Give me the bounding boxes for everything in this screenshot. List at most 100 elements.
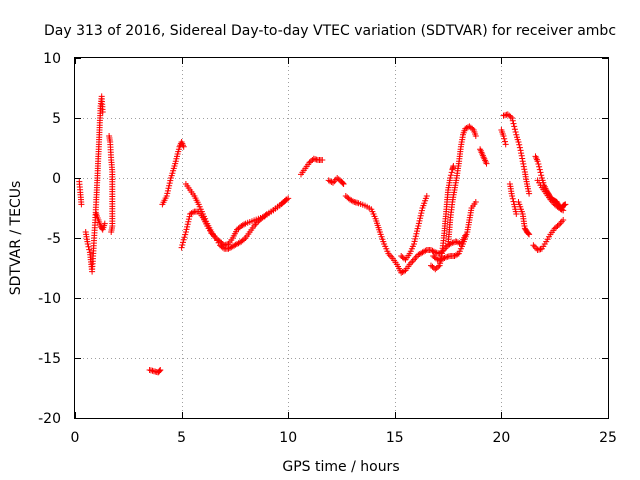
data-point — [448, 169, 455, 176]
data-point — [78, 201, 85, 208]
data-point — [511, 126, 518, 133]
data-point — [509, 115, 516, 121]
data-point — [157, 367, 164, 373]
data-point — [560, 217, 567, 223]
data-point — [167, 177, 174, 184]
data-point — [447, 175, 454, 181]
data-point — [85, 243, 92, 250]
y-tick-label: -10 — [38, 291, 61, 307]
data-segment — [182, 181, 290, 252]
data-point — [412, 235, 419, 242]
data-segment — [82, 93, 106, 275]
y-axis-label: SDTVAR / TECUs — [8, 181, 24, 296]
data-point — [411, 241, 417, 247]
data-point — [179, 242, 186, 248]
data-point — [509, 195, 516, 202]
data-point — [512, 129, 519, 135]
data-point — [283, 196, 290, 203]
data-point — [502, 138, 508, 145]
data-point — [511, 123, 518, 130]
data-point — [156, 367, 163, 374]
data-segment — [178, 195, 292, 251]
data-point — [181, 234, 188, 241]
data-point — [526, 190, 533, 197]
data-point — [501, 135, 508, 142]
plot-frame — [74, 57, 609, 419]
data-point — [180, 236, 187, 243]
data-point — [423, 193, 430, 199]
data-point — [185, 218, 192, 225]
data-point — [516, 141, 523, 148]
grid-lines — [75, 58, 608, 418]
x-tick-label: 5 — [177, 430, 186, 446]
data-segment — [498, 127, 509, 148]
data-point — [534, 158, 541, 165]
data-point — [469, 125, 476, 132]
y-tick-label: 10 — [43, 51, 61, 67]
data-point — [472, 199, 479, 205]
data-point — [262, 212, 269, 219]
data-segment — [430, 199, 479, 263]
data-point — [99, 109, 106, 115]
data-point — [536, 166, 543, 173]
data-point — [164, 187, 171, 194]
data-point — [178, 244, 185, 251]
data-point — [430, 248, 437, 255]
data-point — [509, 193, 516, 199]
data-point — [515, 139, 522, 145]
data-point — [500, 133, 507, 139]
data-segment — [506, 181, 520, 217]
data-point — [509, 117, 516, 124]
data-segment — [146, 367, 164, 376]
data-point — [518, 150, 525, 157]
data-segment — [477, 146, 490, 167]
y-tick-label: -5 — [47, 231, 61, 247]
y-tick-label: -20 — [38, 411, 61, 427]
data-point — [328, 179, 335, 185]
data-point — [163, 193, 170, 199]
data-point — [84, 241, 91, 247]
data-point — [184, 223, 191, 230]
y-tick-label: -15 — [38, 351, 61, 367]
data-segment — [298, 155, 326, 178]
x-tick-label: 10 — [279, 430, 297, 446]
data-point — [319, 157, 326, 163]
data-point — [340, 181, 347, 187]
data-point — [349, 198, 356, 205]
data-point — [180, 143, 187, 150]
data-point — [537, 169, 544, 176]
data-point — [560, 207, 567, 214]
data-segment — [93, 211, 108, 233]
data-segment — [325, 175, 347, 187]
data-segment — [398, 193, 430, 263]
data-point — [186, 213, 193, 220]
data-point — [516, 144, 523, 151]
x-tick-label: 25 — [599, 430, 617, 446]
data-point — [538, 172, 545, 179]
y-tick-label: 5 — [52, 111, 61, 127]
data-point — [108, 229, 115, 235]
x-axis-label: GPS time / hours — [282, 459, 399, 475]
data-point — [418, 207, 425, 214]
data-point — [510, 120, 517, 127]
data-series — [76, 93, 569, 376]
data-point — [525, 230, 532, 237]
data-point — [433, 255, 439, 262]
data-point — [417, 212, 424, 219]
data-point — [519, 158, 526, 165]
x-tick-label: 0 — [71, 430, 80, 446]
data-point — [483, 160, 490, 167]
data-point — [412, 233, 419, 240]
data-point — [447, 172, 454, 179]
data-point — [472, 133, 479, 139]
data-point — [339, 180, 346, 187]
data-point — [182, 231, 189, 238]
data-segment — [159, 139, 187, 208]
data-point — [502, 141, 509, 148]
data-point — [535, 161, 542, 167]
data-segment — [445, 123, 479, 247]
data-point — [101, 220, 108, 227]
data-segment — [500, 111, 533, 197]
data-point — [182, 229, 189, 235]
